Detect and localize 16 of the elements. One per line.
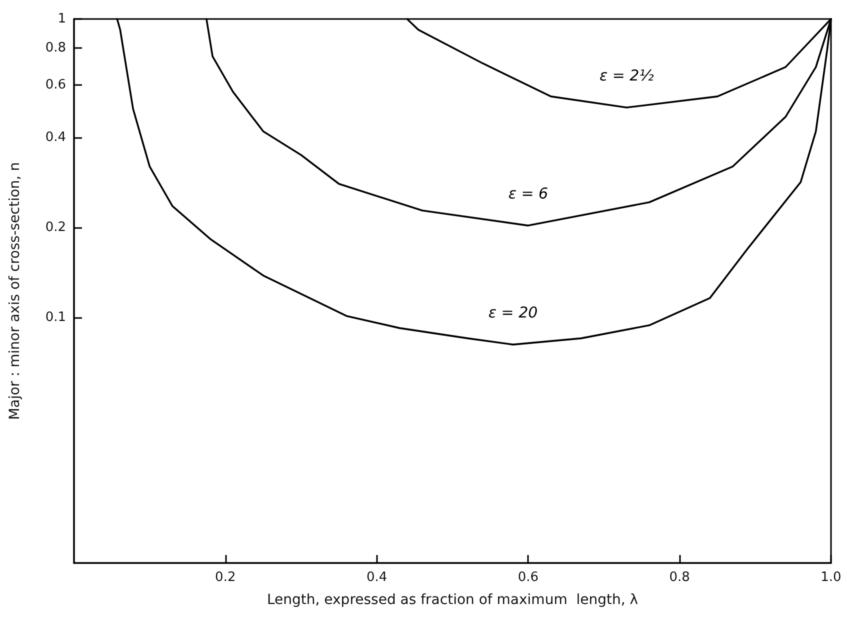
x-tick-label: 0.6 — [518, 570, 539, 585]
series-label: ε = 2½ — [599, 66, 654, 84]
x-tick-label: 1.0 — [820, 570, 842, 585]
x-tick-label: 0.8 — [669, 570, 690, 585]
y-tick-label: 1 — [58, 12, 66, 26]
y-axis-title: Major : minor axis of cross-section, n — [7, 162, 23, 420]
y-tick-label: 0.8 — [45, 40, 66, 56]
x-axis-title: Length, expressed as fraction of maximum length, λ — [266, 592, 638, 608]
series-label: ε = 6 — [508, 184, 548, 203]
series-label: ε = 20 — [488, 304, 538, 322]
x-tick-label: 0.4 — [366, 570, 388, 585]
y-tick-label: 0.1 — [45, 310, 66, 325]
y-tick-label: 0.6 — [45, 78, 66, 93]
y-tick-label: 0.2 — [45, 220, 66, 235]
x-tick-label: 0.2 — [215, 570, 236, 585]
y-tick-label: 0.4 — [45, 130, 66, 146]
